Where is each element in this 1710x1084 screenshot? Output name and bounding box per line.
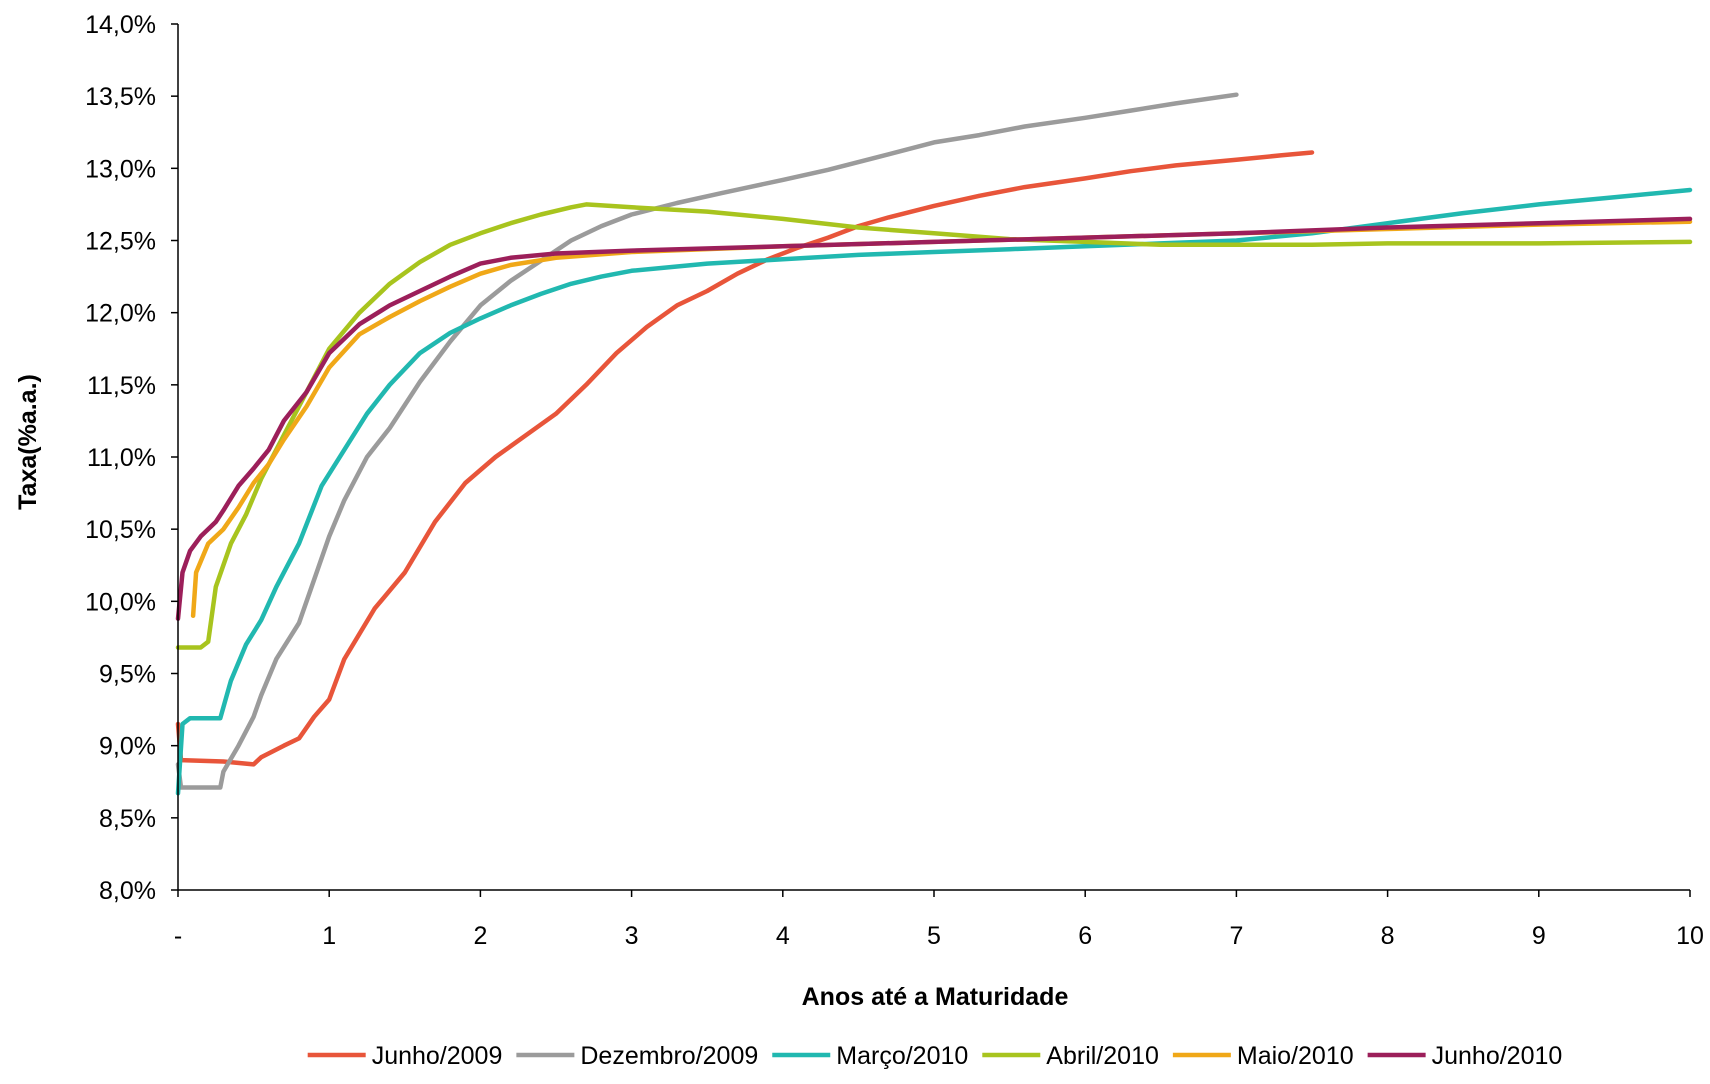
y-tick-label: 9,5% bbox=[99, 661, 156, 689]
y-tick-label: 13,0% bbox=[85, 155, 156, 183]
series-line bbox=[175, 216, 1693, 621]
x-tick-label: - bbox=[174, 922, 182, 950]
legend: Junho/2009 Dezembro/2009 Março/2010 Abril/2… bbox=[307, 1042, 1563, 1070]
x-tick-label: 8 bbox=[1381, 922, 1395, 950]
series-line bbox=[175, 202, 1693, 650]
legend-label: Março/2010 bbox=[836, 1042, 968, 1070]
y-tick-label: 11,0% bbox=[87, 444, 156, 472]
y-tick-label: 9,0% bbox=[99, 733, 156, 761]
legend-label: Junho/2009 bbox=[372, 1042, 503, 1070]
series-line bbox=[175, 187, 1693, 796]
y-tick-label: 10,5% bbox=[85, 516, 156, 544]
y-tick-label: 8,5% bbox=[99, 805, 156, 833]
y-tick-label: 11,5% bbox=[87, 372, 156, 400]
x-tick-label: 4 bbox=[776, 922, 790, 950]
y-tick-label: 8,0% bbox=[99, 877, 156, 905]
series-line bbox=[175, 150, 1315, 767]
legend-label: Dezembro/2009 bbox=[580, 1042, 758, 1070]
y-tick-label: 14,0% bbox=[85, 11, 156, 39]
x-tick-label: 5 bbox=[927, 922, 941, 950]
legend-label: Junho/2010 bbox=[1432, 1042, 1563, 1070]
y-tick-label: 12,5% bbox=[85, 228, 156, 256]
plot-area bbox=[175, 92, 1693, 796]
legend-label: Abril/2010 bbox=[1046, 1042, 1159, 1070]
axes: 8,0% 8,5% 9,0% 9,5% 10,0% 10,5% 11,0% 11,5% 12,0… bbox=[85, 11, 1704, 950]
x-axis-title: Anos até a Maturidade bbox=[802, 983, 1069, 1011]
x-tick-label: 3 bbox=[625, 922, 639, 950]
y-axis-title: Taxa(%a.a.) bbox=[14, 374, 42, 510]
x-tick-label: 1 bbox=[322, 922, 336, 950]
y-tick-label: 13,5% bbox=[85, 83, 156, 111]
series-line bbox=[175, 92, 1239, 790]
y-tick-label: 10,0% bbox=[85, 588, 156, 616]
x-tick-label: 6 bbox=[1078, 922, 1092, 950]
x-tick-label: 9 bbox=[1532, 922, 1546, 950]
x-tick-label: 7 bbox=[1229, 922, 1243, 950]
x-tick-label: 2 bbox=[473, 922, 487, 950]
y-tick-label: 12,0% bbox=[85, 300, 156, 328]
x-tick-label: 10 bbox=[1676, 922, 1704, 950]
legend-label: Maio/2010 bbox=[1237, 1042, 1354, 1070]
series-line bbox=[190, 219, 1693, 619]
